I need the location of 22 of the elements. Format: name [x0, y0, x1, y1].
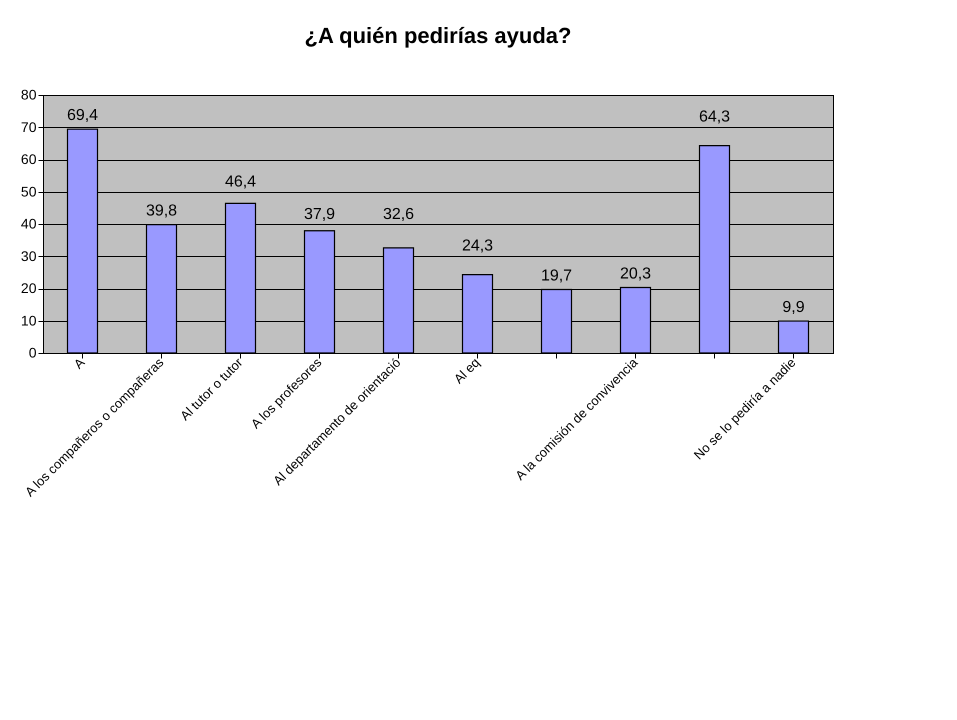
data-label: 46,4 [224, 173, 256, 190]
data-label: 19,7 [540, 267, 572, 284]
y-tick-label: 30 [20, 248, 37, 264]
y-tick-label: 20 [20, 280, 37, 296]
y-tick-label: 10 [20, 312, 37, 328]
data-label: 69,4 [66, 107, 98, 124]
data-label: 64,3 [698, 108, 730, 126]
data-label: 9,9 [782, 299, 805, 316]
y-tick-label: 50 [20, 183, 37, 200]
x-tick-label: Al eq [450, 354, 482, 386]
data-label: 20,3 [620, 266, 652, 283]
y-tick-label: 40 [20, 216, 37, 232]
data-label: 24,3 [462, 238, 494, 255]
x-tick-label: A [70, 354, 88, 372]
y-tick-label: 0 [28, 344, 37, 360]
y-tick-label: 70 [20, 118, 37, 135]
y-tick-label: 80 [20, 86, 37, 102]
data-label: 39,8 [146, 202, 178, 220]
data-label: 37,9 [304, 206, 336, 223]
chart-title: ¿A quién pedirías ayuda? [304, 23, 572, 48]
data-label: 32,6 [382, 206, 414, 223]
y-tick-label: 60 [20, 151, 37, 167]
